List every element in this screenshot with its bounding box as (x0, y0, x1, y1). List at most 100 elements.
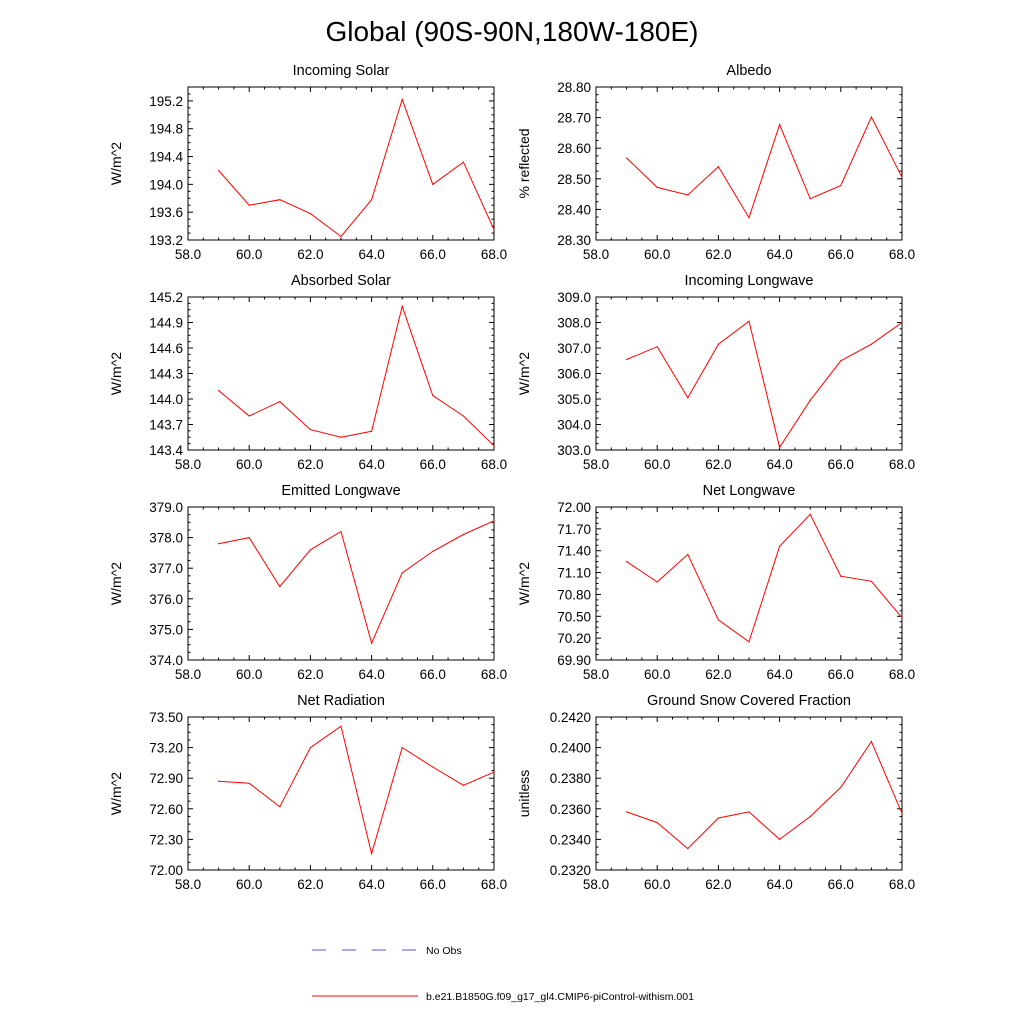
data-point (218, 389, 220, 392)
data-point (462, 415, 464, 417)
series-line (218, 520, 495, 645)
y-tick-label: 144.6 (149, 341, 183, 356)
data-point (656, 821, 658, 824)
y-tick-label: 71.70 (557, 522, 591, 537)
data-point (779, 446, 781, 449)
x-tick-label: 62.0 (297, 457, 323, 472)
data-point (901, 321, 903, 324)
y-tick-label: 0.2320 (550, 863, 591, 878)
y-tick-label: 143.7 (149, 418, 183, 433)
x-tick-label: 58.0 (175, 247, 201, 262)
y-axis-label: W/m^2 (108, 352, 124, 395)
data-point (717, 619, 720, 621)
y-axis-label: W/m^2 (108, 562, 124, 605)
data-point (279, 806, 281, 808)
panel-title: Albedo (726, 63, 771, 79)
x-tick-label: 62.0 (297, 247, 323, 262)
panel-title: Net Radiation (297, 693, 385, 709)
y-tick-label: 379.0 (149, 500, 183, 515)
data-point (218, 543, 220, 545)
x-tick-label: 64.0 (766, 877, 792, 892)
x-tick-label: 66.0 (828, 667, 854, 682)
y-tick-label: 377.0 (149, 561, 183, 576)
panel-net-longwave: Net Longwave 58.0 60.0 62.0 64.0 66.0 68.0 69.9… (516, 483, 915, 682)
data-point (309, 212, 311, 215)
data-point (401, 572, 403, 574)
data-point (432, 550, 434, 552)
panel-albedo: Albedo 58.0 60.0 62.0 64.0 66.0 68.0 28.30 28.40… (516, 63, 915, 262)
data-point (371, 642, 373, 644)
y-tick-label: 0.2400 (550, 741, 591, 756)
x-tick-label: 60.0 (644, 667, 670, 682)
figure-title: Global (90S-90N,180W-180E) (325, 16, 698, 47)
x-tick-label: 58.0 (583, 247, 609, 262)
data-point (901, 617, 903, 619)
x-tick-label: 68.0 (889, 247, 915, 262)
data-point (748, 217, 750, 219)
data-point (870, 343, 873, 345)
plot-frame (187, 86, 495, 241)
x-tick-label: 60.0 (644, 877, 670, 892)
y-tick-label: 69.90 (557, 653, 591, 668)
y-tick-label: 144.0 (149, 392, 183, 407)
data-point (248, 537, 250, 539)
y-tick-label: 70.80 (557, 587, 591, 602)
data-point (340, 725, 342, 727)
data-point (309, 429, 311, 431)
x-tick-label: 62.0 (705, 247, 731, 262)
panel-title: Emitted Longwave (281, 483, 400, 499)
panel-incoming-solar: Incoming Solar 58.0 60.0 62.0 64.0 66.0 68.0 19… (108, 63, 507, 262)
data-point (340, 530, 342, 533)
data-point (870, 740, 873, 743)
x-tick-label: 68.0 (481, 247, 507, 262)
y-tick-label: 143.4 (149, 443, 183, 458)
y-tick-label: 194.8 (149, 122, 183, 137)
x-tick-label: 64.0 (766, 247, 792, 262)
data-point (656, 186, 658, 188)
data-point (687, 194, 689, 196)
y-tick-label: 28.50 (557, 172, 591, 187)
data-point (432, 183, 434, 185)
data-point (870, 580, 873, 582)
data-point (279, 585, 281, 588)
x-tick-label: 58.0 (583, 457, 609, 472)
y-axis-label: % reflected (516, 128, 532, 198)
data-point (493, 520, 495, 522)
x-tick-label: 62.0 (705, 667, 731, 682)
data-point (901, 812, 903, 814)
x-tick-label: 60.0 (644, 457, 670, 472)
plot-frame (187, 716, 495, 871)
x-tick-label: 60.0 (236, 247, 262, 262)
data-point (687, 553, 689, 555)
x-tick-label: 66.0 (420, 247, 446, 262)
y-tick-label: 0.2380 (550, 771, 591, 786)
data-point (371, 853, 373, 855)
data-point (462, 533, 464, 536)
data-point (656, 581, 658, 583)
data-point (626, 811, 628, 813)
data-point (279, 199, 281, 201)
legend-obs-label: No Obs (426, 945, 462, 957)
y-tick-label: 144.3 (149, 367, 183, 382)
y-tick-label: 306.0 (557, 367, 591, 382)
y-tick-label: 71.10 (557, 566, 591, 581)
y-axis-label: W/m^2 (108, 772, 124, 815)
data-point (309, 549, 311, 551)
data-point (401, 98, 403, 101)
data-point (371, 430, 373, 432)
y-tick-label: 72.60 (149, 802, 183, 817)
y-tick-label: 307.0 (557, 341, 591, 356)
y-tick-label: 308.0 (557, 316, 591, 331)
y-tick-label: 0.2340 (550, 832, 591, 847)
data-point (717, 343, 720, 345)
y-axis-label: W/m^2 (516, 352, 532, 395)
data-point (309, 747, 311, 749)
x-tick-label: 64.0 (358, 247, 384, 262)
data-point (809, 815, 811, 818)
series-line (626, 115, 903, 219)
y-tick-label: 28.30 (557, 233, 591, 248)
x-tick-label: 60.0 (236, 667, 262, 682)
x-tick-label: 62.0 (297, 667, 323, 682)
x-tick-label: 68.0 (481, 457, 507, 472)
panel-title: Incoming Solar (293, 63, 390, 79)
